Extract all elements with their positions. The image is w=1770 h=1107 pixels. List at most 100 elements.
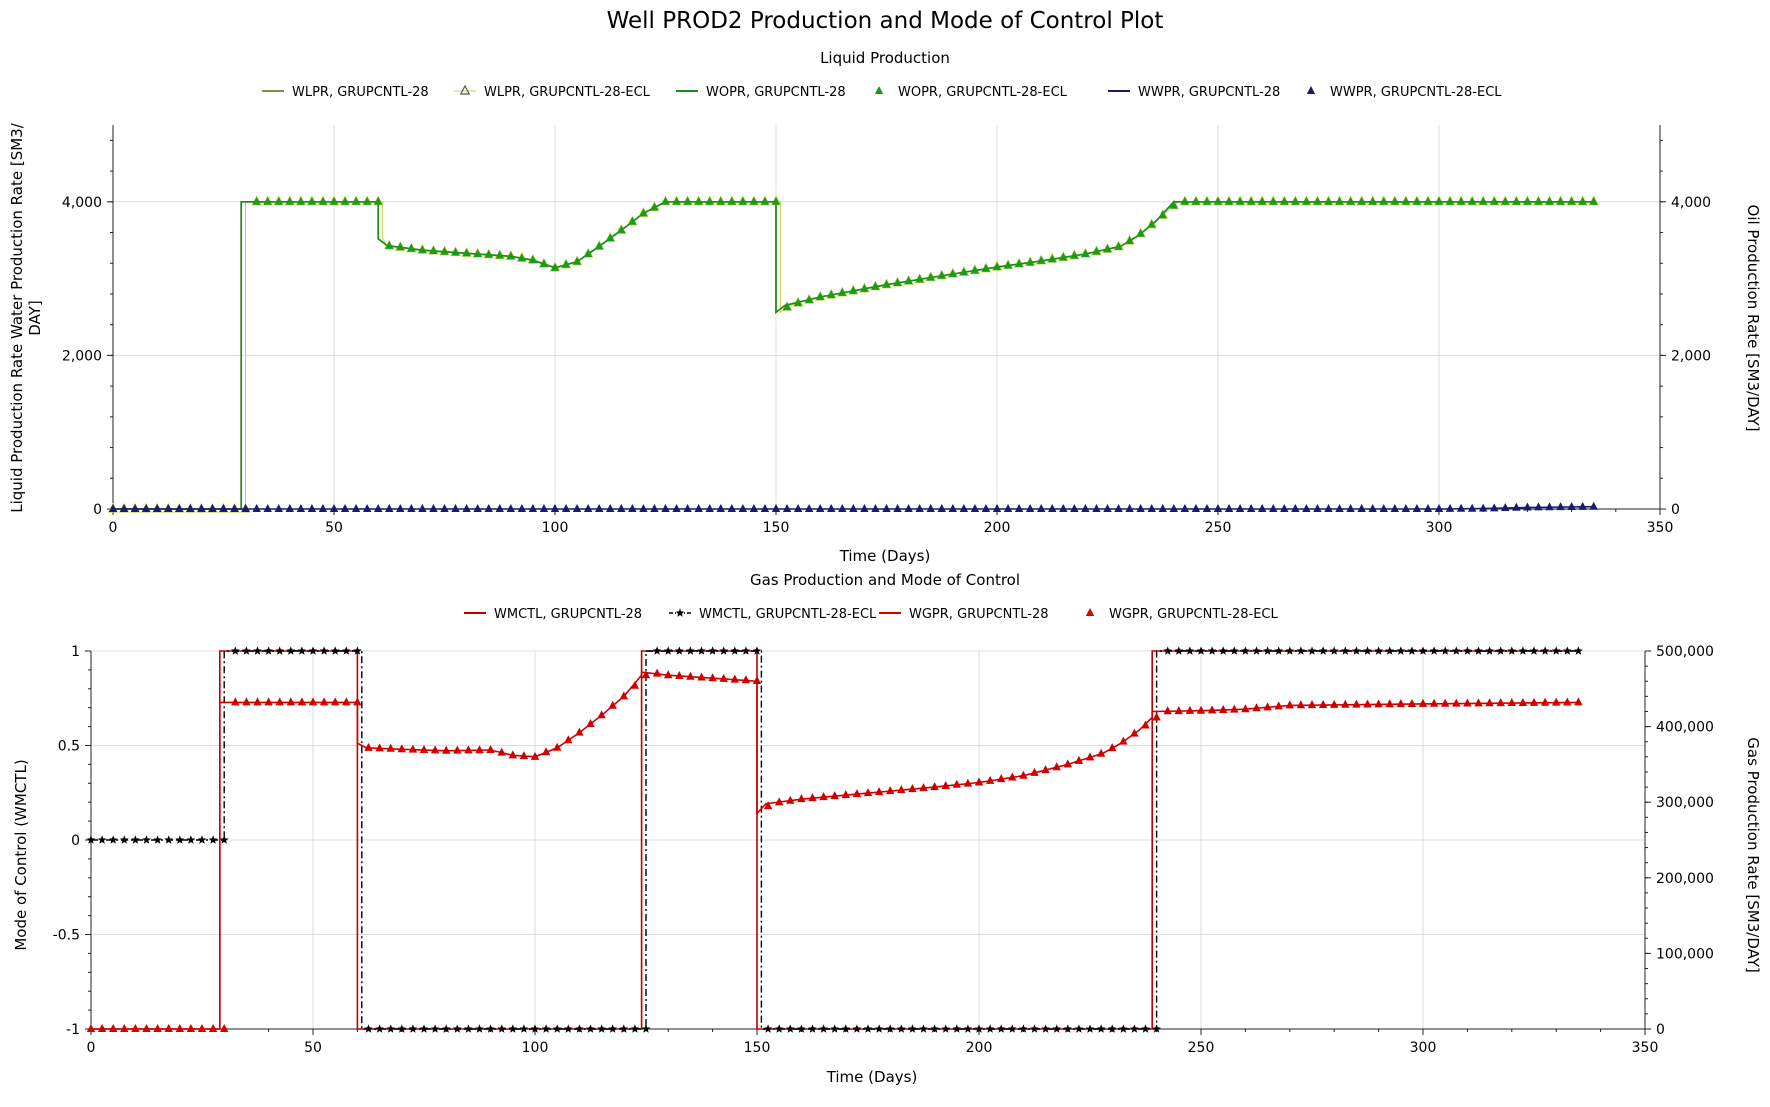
data-point-wwpr-grupcntl-28-ecl	[374, 504, 383, 512]
data-point-wmctl-grupcntl-28-ecl	[563, 1024, 573, 1033]
x-tick-label: 250	[1188, 1040, 1215, 1056]
legend-item-wopr-grupcntl-28-ecl[interactable]: WOPR, GRUPCNTL-28-ECL	[874, 85, 1068, 100]
legend-item-wmctl-grupcntl-28-ecl[interactable]: WMCTL, GRUPCNTL-28-ECL	[669, 607, 877, 622]
data-point-wwpr-grupcntl-28-ecl	[1324, 504, 1333, 512]
data-point-wwpr-grupcntl-28-ecl	[1037, 504, 1046, 512]
legend-item-wlpr-grupcntl-28[interactable]: WLPR, GRUPCNTL-28	[262, 85, 429, 100]
data-point-wmctl-grupcntl-28-ecl	[375, 1024, 384, 1033]
data-point-wwpr-grupcntl-28-ecl	[1512, 502, 1521, 511]
data-point-wmctl-grupcntl-28-ecl	[497, 1024, 507, 1033]
x-tick-label: 0	[109, 520, 118, 536]
data-point-wgpr-grupcntl-28-ecl	[897, 785, 906, 794]
data-point-wopr-grupcntl-28-ecl	[396, 242, 405, 251]
data-point-wwpr-grupcntl-28-ecl	[1589, 501, 1598, 510]
data-point-wopr-grupcntl-28-ecl	[1136, 228, 1145, 237]
data-point-wmctl-grupcntl-28-ecl	[663, 646, 673, 655]
data-point-wwpr-grupcntl-28-ecl	[539, 504, 549, 512]
data-point-wwpr-grupcntl-28-ecl	[1291, 504, 1300, 512]
y-left-tick-label: -0.5	[53, 928, 80, 944]
panel-title-gas: Gas Production and Mode of Control	[750, 571, 1020, 589]
legend-item-wlpr-grupcntl-28-ecl[interactable]: WLPR, GRUPCNTL-28-ECL	[454, 84, 651, 100]
y-left-tick-label: 0	[93, 502, 102, 518]
data-point-wgpr-grupcntl-28-ecl	[1452, 698, 1461, 707]
data-point-wmctl-grupcntl-28-ecl	[1407, 646, 1417, 655]
data-point-wwpr-grupcntl-28-ecl	[1412, 504, 1422, 512]
data-point-wgpr-grupcntl-28-ecl	[874, 787, 884, 796]
data-point-wgpr-grupcntl-28-ecl	[486, 745, 495, 754]
data-point-wmctl-grupcntl-28-ecl	[1274, 646, 1284, 655]
data-point-wmctl-grupcntl-28-ecl	[1307, 646, 1317, 655]
data-point-wwpr-grupcntl-28-ecl	[407, 504, 416, 512]
data-point-wgpr-grupcntl-28-ecl	[530, 751, 540, 760]
data-point-wwpr-grupcntl-28-ecl	[716, 504, 725, 512]
legend-item-wgpr-grupcntl-28[interactable]: WGPR, GRUPCNTL-28	[879, 607, 1049, 622]
data-point-wgpr-grupcntl-28-ecl	[797, 794, 806, 803]
data-point-wmctl-grupcntl-28-ecl	[1562, 646, 1572, 655]
data-point-wwpr-grupcntl-28-ecl	[307, 504, 317, 512]
data-point-wwpr-grupcntl-28-ecl	[1434, 504, 1444, 512]
data-point-wgpr-grupcntl-28-ecl	[1096, 748, 1106, 757]
data-point-wgpr-grupcntl-28-ecl	[253, 697, 262, 706]
data-point-wmctl-grupcntl-28-ecl	[1496, 646, 1506, 655]
data-point-wmctl-grupcntl-28-ecl	[541, 1024, 551, 1033]
data-point-wwpr-grupcntl-28-ecl	[793, 504, 803, 512]
legend-marker	[1306, 86, 1316, 94]
data-point-wopr-grupcntl-28-ecl	[1246, 196, 1256, 205]
legend-item-wopr-grupcntl-28[interactable]: WOPR, GRUPCNTL-28	[676, 85, 846, 100]
data-point-wopr-grupcntl-28-ecl	[1379, 196, 1388, 205]
data-point-wmctl-grupcntl-28-ecl	[785, 1024, 795, 1033]
data-point-wgpr-grupcntl-28-ecl	[941, 780, 950, 789]
data-point-wgpr-grupcntl-28-ecl	[1063, 759, 1072, 768]
series-wwpr-grupcntl-28-ecl	[108, 501, 1598, 512]
data-point-wopr-grupcntl-28-ecl	[351, 196, 361, 205]
data-point-wwpr-grupcntl-28-ecl	[561, 504, 571, 512]
legend-item-wwpr-grupcntl-28[interactable]: WWPR, GRUPCNTL-28	[1108, 85, 1280, 100]
data-point-wwpr-grupcntl-28-ecl	[175, 504, 184, 512]
y-right-tick-label: 500,000	[1656, 644, 1714, 660]
data-point-wopr-grupcntl-28-ecl	[429, 245, 438, 254]
data-point-wgpr-grupcntl-28-ecl	[686, 671, 695, 680]
data-point-wopr-grupcntl-28-ecl	[882, 279, 891, 288]
data-point-wmctl-grupcntl-28-ecl	[752, 646, 762, 655]
data-point-wwpr-grupcntl-28-ecl	[959, 504, 969, 512]
data-point-wwpr-grupcntl-28-ecl	[1346, 504, 1355, 512]
legend-item-wgpr-grupcntl-28-ecl[interactable]: WGPR, GRUPCNTL-28-ECL	[1085, 607, 1279, 622]
data-point-wmctl-grupcntl-28-ecl	[1485, 646, 1494, 655]
data-point-wopr-grupcntl-28-ecl	[1048, 254, 1057, 263]
data-point-wmctl-grupcntl-28-ecl	[475, 1024, 484, 1033]
data-point-wwpr-grupcntl-28-ecl	[528, 504, 538, 512]
data-point-wgpr-grupcntl-28-ecl	[1196, 705, 1206, 714]
y-axis-title-left-line1: Liquid Production Rate Water Production …	[8, 122, 26, 512]
legend-label: WMCTL, GRUPCNTL-28-ECL	[699, 607, 877, 622]
data-point-wopr-grupcntl-28-ecl	[1092, 246, 1101, 255]
data-point-wmctl-grupcntl-28-ecl	[1363, 646, 1372, 655]
data-point-wmctl-grupcntl-28-ecl	[797, 1024, 806, 1033]
data-point-wgpr-grupcntl-28-ecl	[1108, 743, 1117, 752]
data-point-wopr-grupcntl-28-ecl	[705, 196, 714, 205]
data-point-wopr-grupcntl-28-ecl	[1125, 235, 1134, 244]
data-point-wopr-grupcntl-28-ecl	[374, 196, 383, 205]
data-point-wwpr-grupcntl-28-ecl	[329, 504, 339, 512]
series-wmctl-grupcntl-28-ecl	[86, 646, 1583, 1033]
data-point-wopr-grupcntl-28-ecl	[1578, 196, 1587, 205]
legend-item-wmctl-grupcntl-28[interactable]: WMCTL, GRUPCNTL-28	[464, 607, 642, 622]
data-point-wwpr-grupcntl-28-ecl	[429, 504, 438, 512]
data-point-wgpr-grupcntl-28-ecl	[1407, 699, 1417, 708]
y-left-tick-label: 1	[71, 644, 80, 660]
data-point-wopr-grupcntl-28-ecl	[1401, 196, 1411, 205]
data-point-wmctl-grupcntl-28-ecl	[119, 835, 129, 844]
y-axis-title-right-gas: Gas Production Rate [SM3/DAY]	[1744, 737, 1762, 972]
data-point-wopr-grupcntl-28-ecl	[1390, 196, 1399, 205]
data-point-wmctl-grupcntl-28-ecl	[652, 646, 662, 655]
data-point-wopr-grupcntl-28-ecl	[451, 247, 460, 256]
legend-item-wwpr-grupcntl-28-ecl[interactable]: WWPR, GRUPCNTL-28-ECL	[1306, 85, 1502, 100]
data-point-wmctl-grupcntl-28-ecl	[1130, 1024, 1139, 1033]
data-point-wmctl-grupcntl-28-ecl	[1463, 646, 1472, 655]
data-point-wgpr-grupcntl-28-ecl	[586, 718, 595, 727]
data-point-wopr-grupcntl-28-ecl	[1037, 255, 1046, 264]
data-point-wopr-grupcntl-28-ecl	[727, 196, 736, 205]
data-point-wgpr-grupcntl-28-ecl	[841, 790, 850, 799]
data-point-wmctl-grupcntl-28-ecl	[674, 646, 684, 655]
data-point-wwpr-grupcntl-28-ecl	[948, 504, 957, 512]
data-point-wopr-grupcntl-28-ecl	[1180, 196, 1190, 205]
